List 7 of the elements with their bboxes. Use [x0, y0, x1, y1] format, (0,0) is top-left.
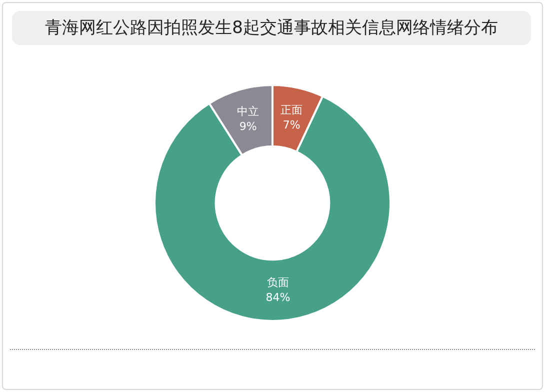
data-label: 7% — [282, 118, 300, 132]
slice-label: 中立 — [237, 105, 260, 118]
data-label: 9% — [239, 120, 257, 134]
data-label: 84% — [266, 291, 290, 304]
chart-title: 青海网红公路因拍照发生8起交通事故相关信息网络情绪分布 — [12, 11, 531, 45]
slice-label: 负面 — [266, 276, 289, 290]
slice-label: 正面 — [280, 104, 303, 117]
